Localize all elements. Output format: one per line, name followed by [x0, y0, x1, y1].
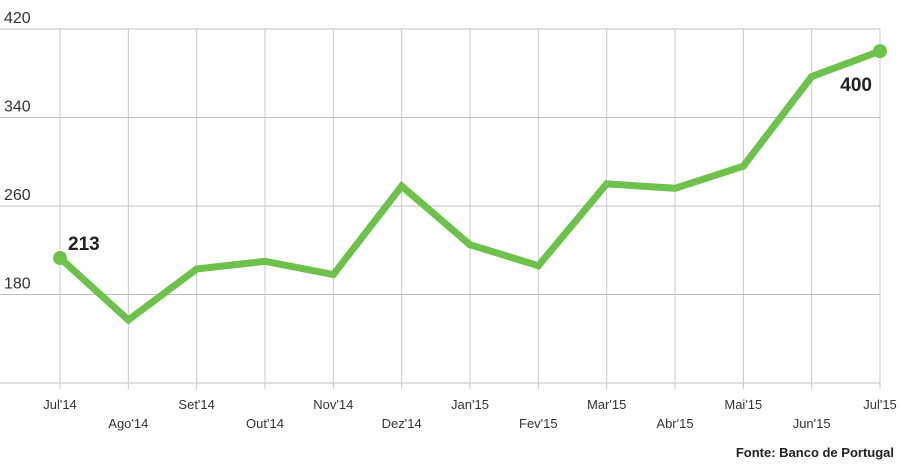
x-tick-label: Ago'14	[108, 416, 148, 431]
x-tick-label: Fev'15	[519, 416, 558, 431]
y-tick-label: 180	[4, 276, 31, 293]
y-tick-label: 420	[4, 10, 31, 27]
x-tick-label: Nov'14	[313, 397, 353, 412]
data-point	[534, 262, 542, 270]
x-tick-label: Mar'15	[587, 397, 626, 412]
x-tick-label: Abr'15	[656, 416, 693, 431]
source-note: Fonte: Banco de Portugal	[735, 445, 894, 460]
data-point	[261, 257, 269, 265]
data-point	[124, 316, 132, 324]
x-tick-label: Jan'15	[451, 397, 489, 412]
data-label: 400	[840, 75, 872, 96]
x-tick-label: Jul'15	[863, 397, 897, 412]
data-point	[466, 241, 474, 249]
data-point	[53, 250, 67, 265]
data-point	[603, 180, 611, 188]
data-point	[398, 182, 406, 190]
data-point	[808, 73, 816, 81]
x-tick-label: Set'14	[178, 397, 214, 412]
x-tick-label: Mai'15	[724, 397, 762, 412]
data-label: 213	[68, 234, 100, 255]
x-tick-label: Out'14	[246, 416, 284, 431]
data-point	[739, 162, 747, 170]
y-tick-label: 260	[4, 187, 31, 204]
data-point	[873, 44, 887, 59]
x-tick-label: Jun'15	[793, 416, 831, 431]
x-tick-label: Dez'14	[382, 416, 422, 431]
y-tick-label: 340	[4, 99, 31, 116]
data-point	[671, 184, 679, 192]
data-point	[329, 271, 337, 279]
x-tick-label: Jul'14	[43, 397, 77, 412]
data-point	[193, 265, 201, 273]
